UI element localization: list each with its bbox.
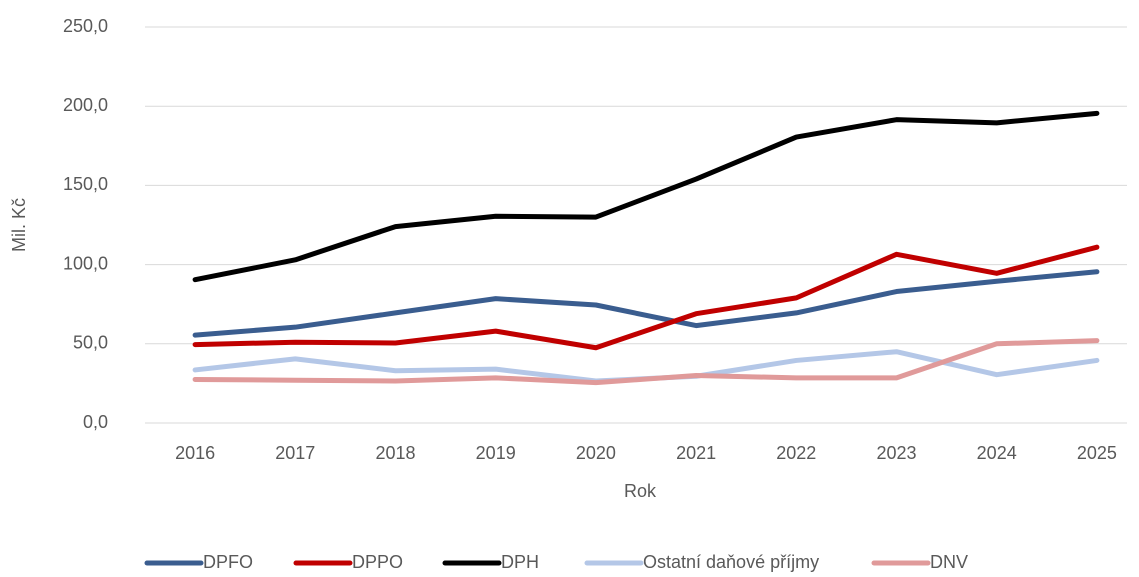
x-tick-label: 2016 bbox=[175, 443, 215, 463]
legend-label: DPH bbox=[501, 552, 539, 572]
y-tick-label: 200,0 bbox=[63, 95, 108, 115]
y-axis-title: Mil. Kč bbox=[9, 198, 29, 252]
series-line bbox=[192, 338, 1100, 386]
y-tick-label: 0,0 bbox=[83, 412, 108, 432]
x-tick-label: 2022 bbox=[776, 443, 816, 463]
legend-label: Ostatní daňové příjmy bbox=[643, 552, 819, 572]
x-tick-label: 2024 bbox=[977, 443, 1017, 463]
y-tick-label: 250,0 bbox=[63, 16, 108, 36]
x-tick-label: 2018 bbox=[375, 443, 415, 463]
legend-label: DPFO bbox=[203, 552, 253, 572]
legend-label: DNV bbox=[930, 552, 968, 572]
x-tick-label: 2025 bbox=[1077, 443, 1117, 463]
x-tick-label: 2020 bbox=[576, 443, 616, 463]
y-tick-label: 150,0 bbox=[63, 174, 108, 194]
x-tick-label: 2017 bbox=[275, 443, 315, 463]
x-tick-label: 2023 bbox=[876, 443, 916, 463]
x-axis-title: Rok bbox=[624, 481, 657, 501]
series-line bbox=[192, 110, 1100, 283]
x-tick-label: 2019 bbox=[476, 443, 516, 463]
series-line bbox=[192, 244, 1100, 351]
legend-label: DPPO bbox=[352, 552, 403, 572]
x-tick-label: 2021 bbox=[676, 443, 716, 463]
y-tick-label: 50,0 bbox=[73, 333, 108, 353]
series-line bbox=[192, 269, 1100, 338]
y-tick-label: 100,0 bbox=[63, 253, 108, 273]
